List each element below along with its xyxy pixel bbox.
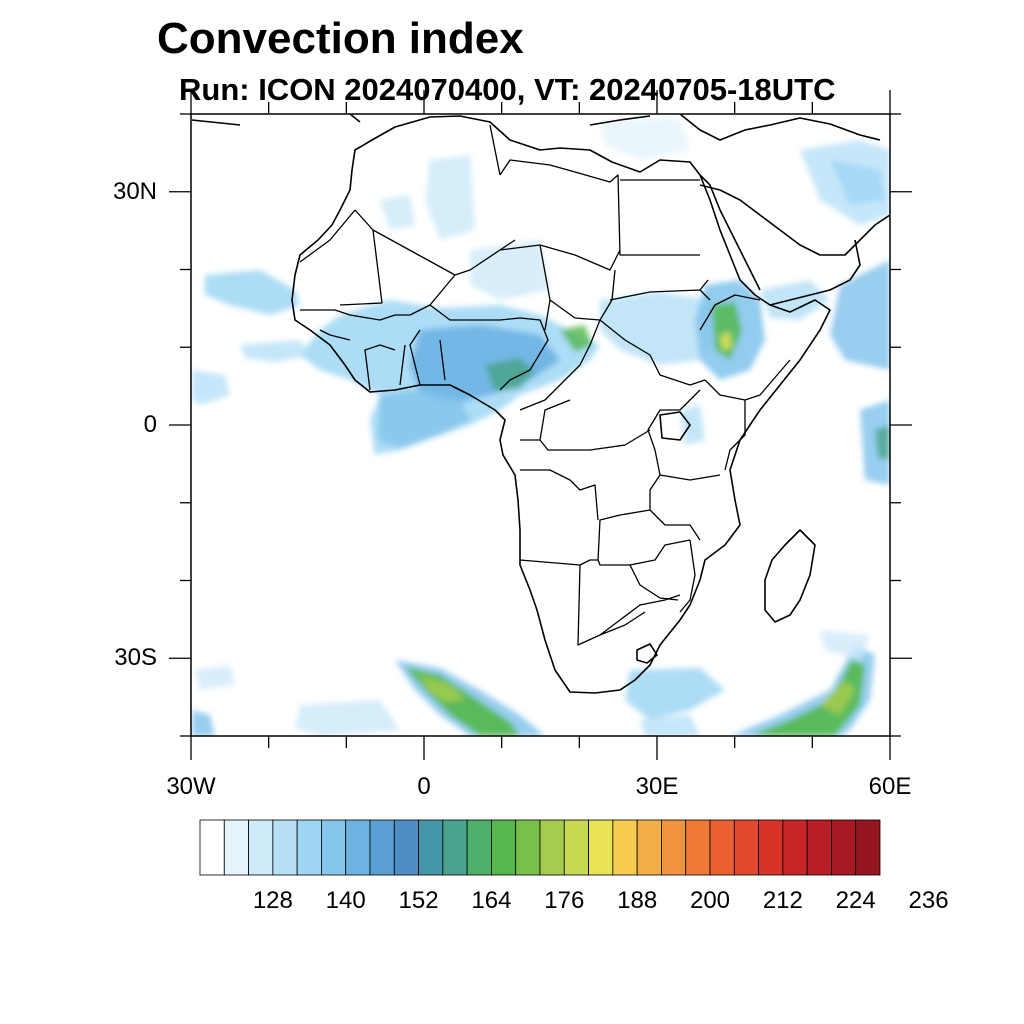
lat-tick-label: 30S xyxy=(114,644,157,672)
convection-sw-2 xyxy=(195,665,235,690)
colorbar-box xyxy=(466,819,492,876)
lesotho xyxy=(636,643,658,664)
colorbar-box xyxy=(612,819,638,876)
colorbar-box xyxy=(199,819,225,876)
convection-guinea-coast xyxy=(378,390,470,448)
lon-tick-label: 30E xyxy=(635,773,679,800)
colorbar-label: 212 xyxy=(762,887,803,914)
colorbar-box xyxy=(515,819,541,876)
colorbar-box xyxy=(418,819,444,876)
convection-sudan-belt xyxy=(600,292,720,365)
convection-sw-indian-peak xyxy=(820,680,855,715)
convection-atlantic-west xyxy=(240,340,310,362)
red-sea-east xyxy=(699,174,761,291)
convection-cameroon-green xyxy=(560,325,592,352)
colorbar-box xyxy=(806,819,832,876)
madagascar-coastline xyxy=(764,529,816,623)
country-borders xyxy=(299,124,791,646)
convection-ethiopia-core xyxy=(712,302,742,360)
convection-south-atlantic-peak xyxy=(420,675,465,702)
convection-ethiopia-peak xyxy=(720,332,732,350)
colorbar-box xyxy=(709,819,735,876)
coastlines xyxy=(191,114,890,694)
convection-natal xyxy=(625,668,725,720)
colorbar-box xyxy=(733,819,759,876)
colorbar-box xyxy=(393,819,419,876)
plot-frame xyxy=(190,113,891,737)
convection-sahara-2 xyxy=(425,155,475,240)
convection-indian-east-core xyxy=(875,425,890,460)
colorbar-label: 176 xyxy=(544,887,585,914)
convection-sahara-1 xyxy=(380,195,415,230)
axis-ticks xyxy=(169,90,912,760)
convection-south-atlantic-west xyxy=(295,700,400,736)
convection-sahara-3 xyxy=(470,240,550,300)
colorbar-label: 164 xyxy=(471,887,512,914)
chart-subtitle: Run: ICON 2024070400, VT: 20240705-18UTC xyxy=(179,72,836,107)
colorbar-label: 152 xyxy=(398,887,439,914)
convection-field xyxy=(192,118,890,736)
colorbar-box xyxy=(782,819,808,876)
colorbar-box xyxy=(491,819,517,876)
convection-arabian-sea xyxy=(830,260,890,370)
colorbar-box xyxy=(855,819,881,876)
great-lakes-victoria xyxy=(659,411,691,441)
colorbar-box xyxy=(563,819,589,876)
convection-agulhas xyxy=(640,715,700,736)
colorbar-box xyxy=(661,819,687,876)
chart-title: Convection index xyxy=(157,14,524,63)
colorbar-box xyxy=(296,819,322,876)
colorbar-box xyxy=(685,819,711,876)
colorbar-label: 188 xyxy=(617,887,658,914)
convection-persian-gulf xyxy=(830,160,885,205)
colorbar-box xyxy=(369,819,395,876)
convection-nigeria-green xyxy=(485,358,535,392)
convection-indian-east xyxy=(860,400,890,485)
colorbar xyxy=(199,819,881,876)
arabian-coastline xyxy=(699,184,890,306)
lon-tick-label: 30W xyxy=(166,773,216,800)
colorbar-box xyxy=(588,819,614,876)
convection-sw-indian-core xyxy=(750,660,865,736)
lat-tick-label: 0 xyxy=(143,411,157,438)
colorbar-box xyxy=(248,819,274,876)
colorbar-box xyxy=(442,819,468,876)
colorbar-box xyxy=(758,819,784,876)
lat-tick-label: 30N xyxy=(112,177,157,205)
colorbar-box xyxy=(539,819,565,876)
colorbar-box xyxy=(272,819,298,876)
convection-mascarene xyxy=(820,630,870,660)
colorbar-box xyxy=(831,819,857,876)
lon-tick-label: 60E xyxy=(868,773,912,800)
africa-coastline xyxy=(291,115,831,694)
convection-east-lakes xyxy=(680,405,705,445)
colorbar-box xyxy=(345,819,371,876)
colorbar-box xyxy=(223,819,249,876)
colorbar-label: 140 xyxy=(325,887,366,914)
lon-tick-label: 0 xyxy=(417,773,431,800)
mediterranean-north xyxy=(191,114,881,141)
convection-atlantic-far-west xyxy=(192,370,230,405)
convection-far-southwest xyxy=(192,710,215,736)
colorbar-label: 200 xyxy=(689,887,731,914)
convection-yemen xyxy=(760,280,830,320)
colorbar-label: 128 xyxy=(252,887,293,914)
convection-atlantic-senegal xyxy=(205,270,300,315)
convection-egypt xyxy=(600,118,690,160)
colorbar-box xyxy=(636,819,662,876)
colorbar-box xyxy=(321,819,347,876)
colorbar-label: 236 xyxy=(908,887,949,914)
colorbar-label: 224 xyxy=(835,887,876,914)
